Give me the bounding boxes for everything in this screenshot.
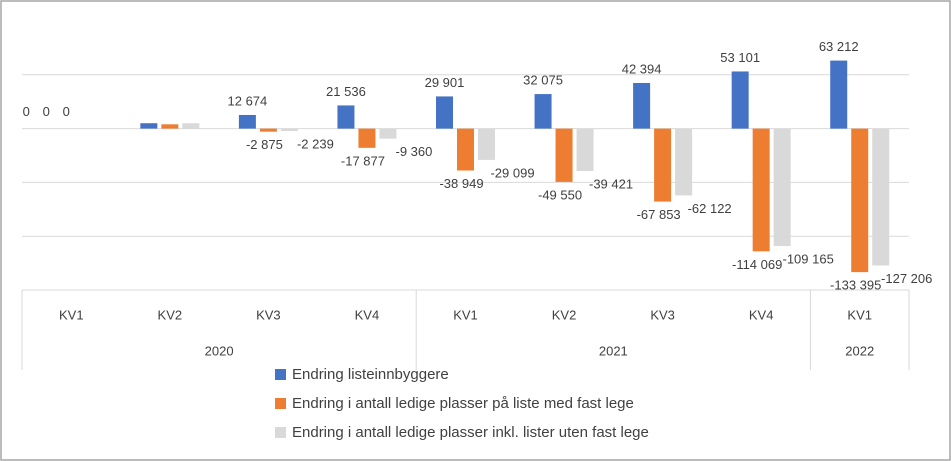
bar bbox=[238, 114, 256, 129]
data-label: -38 949 bbox=[439, 176, 483, 191]
data-label: -17 877 bbox=[341, 153, 385, 168]
data-label: 21 536 bbox=[326, 84, 366, 99]
data-label: -114 069 bbox=[732, 257, 782, 272]
data-label: -2 875 bbox=[246, 137, 283, 152]
group-label: 2022 bbox=[845, 343, 874, 358]
x-tick-label: KV2 bbox=[158, 307, 183, 322]
bar bbox=[654, 128, 672, 202]
bar bbox=[337, 105, 355, 129]
data-label: 0 bbox=[23, 104, 30, 119]
data-label: -62 122 bbox=[688, 201, 732, 216]
data-label: 0 bbox=[43, 104, 50, 119]
bar bbox=[851, 128, 869, 273]
data-label: -2 239 bbox=[297, 136, 334, 151]
bar bbox=[379, 128, 397, 139]
data-label: 12 674 bbox=[228, 93, 268, 108]
legend-swatch bbox=[275, 427, 286, 438]
x-tick-label: KV2 bbox=[552, 307, 577, 322]
data-label: 53 101 bbox=[720, 50, 760, 65]
x-tick-label: KV1 bbox=[59, 307, 84, 322]
legend-swatch bbox=[275, 398, 286, 409]
data-label: -39 421 bbox=[589, 176, 633, 191]
bar bbox=[675, 128, 693, 196]
bar bbox=[534, 94, 552, 129]
legend-label: Endring listeinnbyggere bbox=[292, 366, 449, 383]
legend-label: Endring i antall ledige plasser inkl. li… bbox=[292, 424, 649, 441]
bar bbox=[752, 128, 770, 252]
x-tick-label: KV4 bbox=[749, 307, 774, 322]
data-label: 32 075 bbox=[523, 73, 563, 88]
data-label: 0 bbox=[63, 104, 70, 119]
bar bbox=[140, 123, 158, 129]
data-label: -49 550 bbox=[538, 187, 582, 202]
bar bbox=[731, 71, 749, 129]
bar bbox=[576, 128, 594, 172]
bar bbox=[259, 128, 277, 132]
data-label: -67 853 bbox=[637, 207, 681, 222]
bar bbox=[457, 128, 474, 171]
bar bbox=[358, 128, 376, 148]
legend: Endring listeinnbyggere Endring i antall … bbox=[275, 366, 649, 441]
data-label: -9 360 bbox=[396, 144, 433, 159]
data-label: -127 206 bbox=[881, 271, 932, 286]
bar bbox=[280, 128, 298, 132]
data-label: 63 212 bbox=[819, 39, 859, 54]
group-label: 2020 bbox=[205, 343, 234, 358]
group-label: 2021 bbox=[599, 343, 628, 358]
bar bbox=[633, 82, 651, 129]
bar bbox=[555, 128, 573, 182]
bar bbox=[161, 124, 179, 129]
bar bbox=[182, 123, 200, 129]
bar bbox=[773, 128, 791, 247]
bar bbox=[872, 128, 890, 266]
data-label: -133 395 bbox=[830, 278, 881, 293]
legend-label: Endring i antall ledige plasser på liste… bbox=[292, 395, 634, 412]
x-tick-label: KV4 bbox=[355, 307, 380, 322]
data-label: -109 165 bbox=[783, 251, 834, 266]
data-label: 42 394 bbox=[622, 61, 662, 76]
bar bbox=[830, 60, 848, 129]
x-tick-label: KV1 bbox=[847, 307, 872, 322]
x-tick-label: KV1 bbox=[453, 307, 478, 322]
legend-swatch bbox=[275, 369, 286, 380]
x-tick-label: KV3 bbox=[650, 307, 675, 322]
data-label: 29 901 bbox=[425, 75, 465, 90]
data-label: -29 099 bbox=[490, 165, 534, 180]
bar bbox=[478, 128, 495, 160]
bar bbox=[436, 96, 453, 129]
x-tick-label: KV3 bbox=[256, 307, 281, 322]
